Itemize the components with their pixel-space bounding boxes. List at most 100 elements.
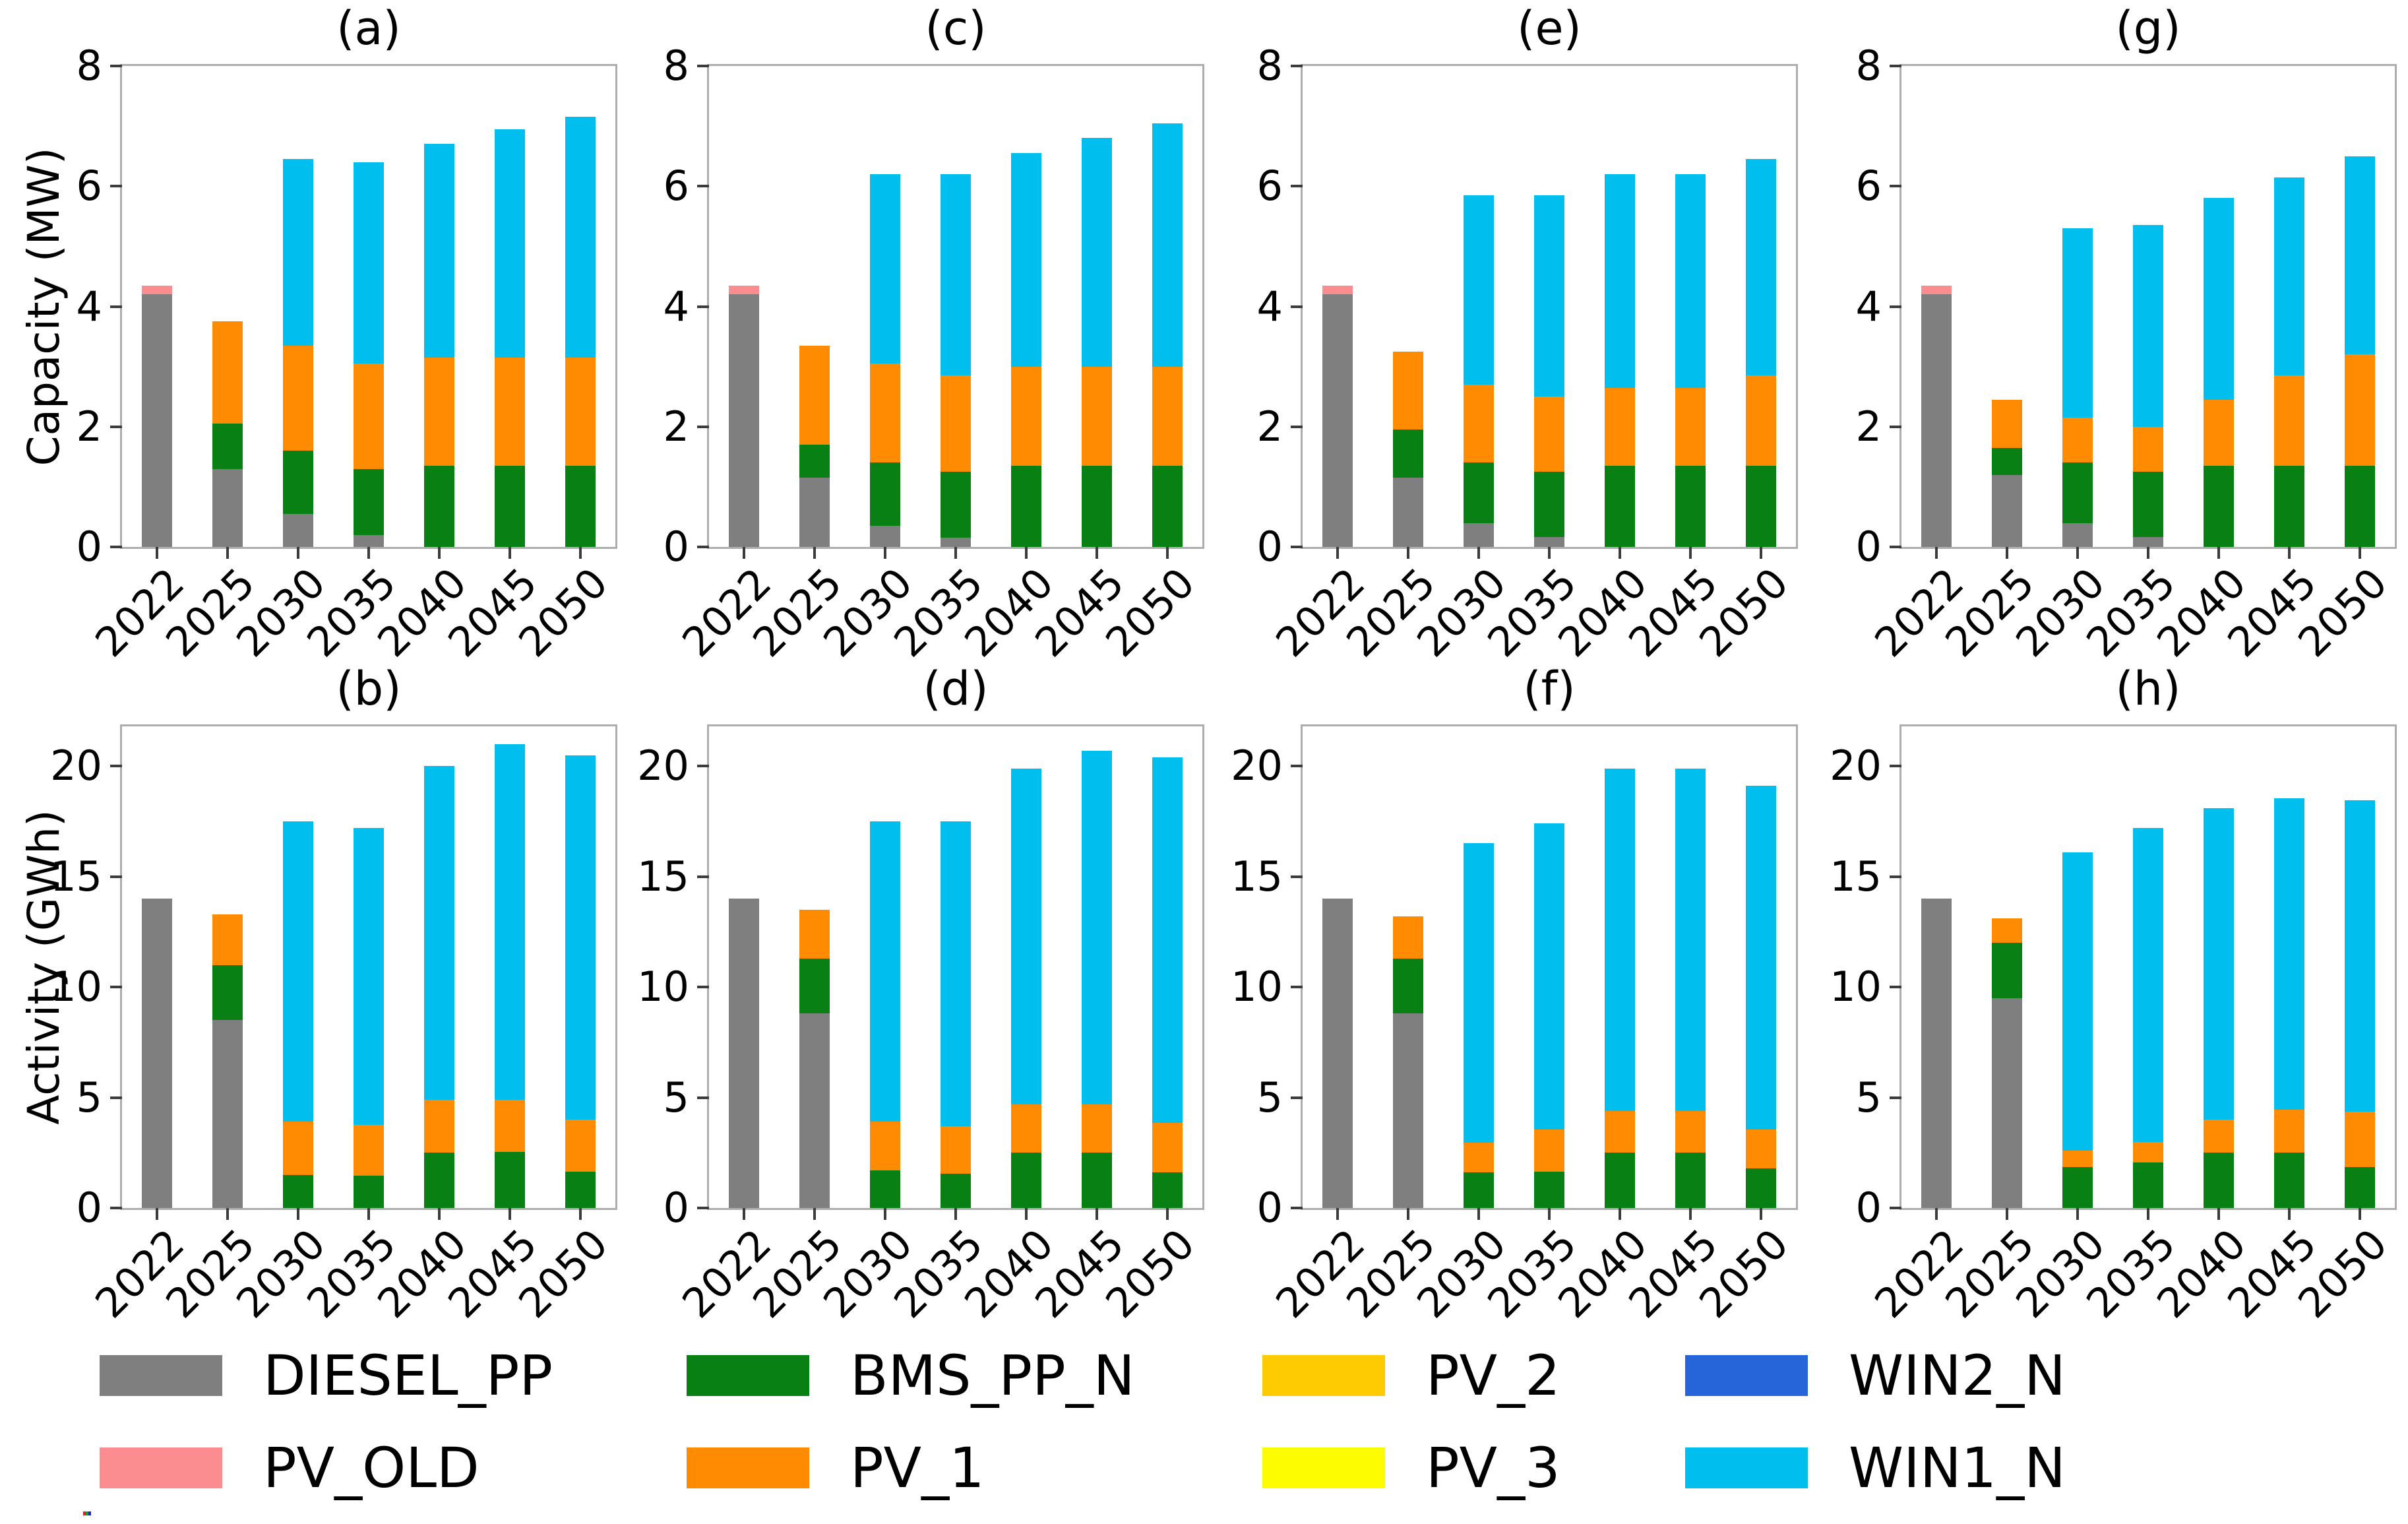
bar-segment-PV_1-2025 — [1992, 399, 2023, 448]
bar-segment-WIN1_N-2040 — [2203, 198, 2234, 400]
x-tick-mark — [1688, 547, 1692, 559]
bar-segment-PV_1-2030 — [283, 1122, 314, 1175]
bar-segment-WIN1_N-2040 — [1604, 768, 1635, 1111]
x-tick-mark — [1618, 547, 1621, 559]
subplot-a-title: (a) — [336, 1, 401, 55]
bar-segment-WIN1_N-2030 — [283, 821, 314, 1122]
bar-segment-BMS_PP_N-2035 — [941, 472, 971, 538]
y-tick-label: 15 — [1231, 852, 1283, 901]
bar-segment-DIESEL_PP-2025 — [1992, 474, 2023, 547]
x-tick-mark — [1548, 1208, 1551, 1220]
x-tick-mark — [1759, 547, 1762, 559]
bar-segment-PV_1-2050 — [2344, 354, 2375, 466]
y-axis-label-capacity: Capacity (MW) — [18, 146, 69, 466]
subplot-f-title: (f) — [1523, 662, 1576, 716]
bar-segment-PV_1-2025 — [212, 914, 243, 965]
bar-segment-WIN1_N-2035 — [941, 821, 971, 1127]
bar-segment-PV_1-2025 — [1992, 918, 2023, 943]
legend-label: PV_3 — [1426, 1436, 1560, 1500]
x-tick-mark — [297, 547, 300, 559]
bar-segment-WIN1_N-2030 — [283, 159, 314, 346]
y-tick-label: 4 — [1256, 282, 1283, 331]
bar-segment-BMS_PP_N-2025 — [1393, 958, 1424, 1014]
bar-segment-WIN1_N-2040 — [1010, 153, 1041, 367]
y-tick-mark — [1890, 425, 1901, 428]
bar-segment-WIN1_N-2040 — [1010, 768, 1041, 1104]
x-tick-mark — [367, 547, 370, 559]
y-tick-label: 5 — [76, 1073, 102, 1122]
bar-segment-BMS_PP_N-2040 — [1604, 465, 1635, 547]
y-tick-label: 15 — [50, 852, 102, 901]
subplot-e: (e) 0 2 4 6 8 2022 2025 2030 2035 2040 2045 2050 — [1257, 5, 1798, 666]
subplot-b-title: (b) — [336, 662, 402, 716]
bar-segment-DIESEL_PP-2025 — [799, 1013, 830, 1208]
y-tick-mark — [110, 1207, 122, 1209]
y-tick-label: 10 — [50, 963, 102, 1011]
legend-swatch-WIN2_N — [1685, 1355, 1808, 1396]
subplot-c-title: (c) — [925, 1, 987, 55]
y-tick-mark — [110, 875, 122, 878]
legend-label: BMS_PP_N — [850, 1343, 1135, 1408]
legend-item-WIN2_N: WIN2_N — [1685, 1348, 2066, 1403]
bar-segment-BMS_PP_N-2045 — [2273, 465, 2304, 547]
bar-segment-WIN1_N-2050 — [1745, 786, 1776, 1130]
y-tick-mark — [697, 425, 709, 428]
y-tick-mark — [697, 875, 709, 878]
bar-segment-DIESEL_PP-2022 — [729, 899, 760, 1208]
bar-segment-DIESEL_PP-2022 — [1322, 899, 1353, 1208]
bar-segment-PV_1-2030 — [870, 1122, 901, 1171]
y-tick-label: 20 — [50, 742, 102, 790]
x-tick-mark — [1165, 1208, 1169, 1220]
bar-segment-DIESEL_PP-2022 — [729, 294, 760, 547]
y-tick-label: 20 — [637, 742, 689, 790]
bar-segment-DIESEL_PP-2025 — [212, 468, 243, 547]
bar-segment-PV_1-2040 — [2203, 1120, 2234, 1153]
bar-segment-BMS_PP_N-2025 — [1393, 429, 1424, 478]
subplot-e-title: (e) — [1517, 1, 1582, 55]
bar-segment-PV_1-2030 — [283, 345, 314, 451]
bar-segment-DIESEL_PP-2025 — [212, 1020, 243, 1208]
bar-segment-WIN1_N-2050 — [1745, 159, 1776, 376]
bar-segment-PV_1-2040 — [2203, 399, 2234, 466]
x-tick-mark — [2076, 1208, 2080, 1220]
bar-segment-WIN1_N-2045 — [494, 129, 525, 358]
x-tick-mark — [1548, 547, 1551, 559]
y-tick-label: 0 — [1256, 1184, 1283, 1232]
bar-segment-WIN1_N-2050 — [1152, 123, 1183, 367]
bar-segment-BMS_PP_N-2040 — [1604, 1153, 1635, 1208]
y-tick-mark — [1890, 1207, 1901, 1209]
legend-label: PV_1 — [850, 1436, 985, 1500]
bar-segment-PV_1-2045 — [2273, 375, 2304, 466]
bar-segment-DIESEL_PP-2025 — [799, 478, 830, 547]
y-tick-mark — [1291, 1207, 1303, 1209]
y-tick-mark — [1890, 65, 1901, 67]
bar-segment-BMS_PP_N-2030 — [1464, 1172, 1495, 1208]
bar-segment-BMS_PP_N-2030 — [1464, 462, 1495, 523]
x-tick-mark — [1618, 1208, 1621, 1220]
x-tick-mark — [437, 547, 441, 559]
bar-segment-DIESEL_PP-2035 — [1534, 536, 1564, 547]
x-tick-mark — [508, 547, 511, 559]
bar-segment-PV_1-2040 — [1010, 366, 1041, 466]
x-tick-mark — [297, 1208, 300, 1220]
bar-segment-PV_1-2045 — [1675, 387, 1706, 466]
y-tick-label: 15 — [637, 852, 689, 901]
subplot-h: (h) 0 5 10 15 20 2022 2025 2030 2035 2040 2045 2050 — [1830, 666, 2397, 1327]
y-tick-label: 0 — [663, 1184, 689, 1232]
y-tick-label: 0 — [1855, 523, 1882, 571]
bar-segment-BMS_PP_N-2050 — [1152, 465, 1183, 547]
bar-segment-WIN1_N-2045 — [2273, 177, 2304, 376]
x-tick-mark — [1407, 547, 1410, 559]
bar-segment-BMS_PP_N-2050 — [2344, 465, 2375, 547]
bar-segment-DIESEL_PP-2022 — [1921, 899, 1952, 1208]
subplot-b: (b) Activity (GWh) 0 5 10 15 20 2022 2025 2030 2… — [18, 666, 617, 1327]
x-tick-mark — [743, 547, 746, 559]
legend-swatch-DIESEL_PP — [100, 1355, 222, 1396]
bar-segment-WIN1_N-2045 — [1081, 750, 1112, 1104]
subplot-a: (a) Capacity (MW) 0 2 4 6 8 2022 2025 2030 2035 2… — [18, 5, 617, 666]
bar-segment-BMS_PP_N-2025 — [212, 424, 243, 469]
bar-segment-DIESEL_PP-2035 — [2133, 536, 2163, 547]
bar-segment-BMS_PP_N-2045 — [1675, 1153, 1706, 1208]
y-tick-label: 2 — [1256, 402, 1283, 451]
y-tick-mark — [110, 65, 122, 67]
